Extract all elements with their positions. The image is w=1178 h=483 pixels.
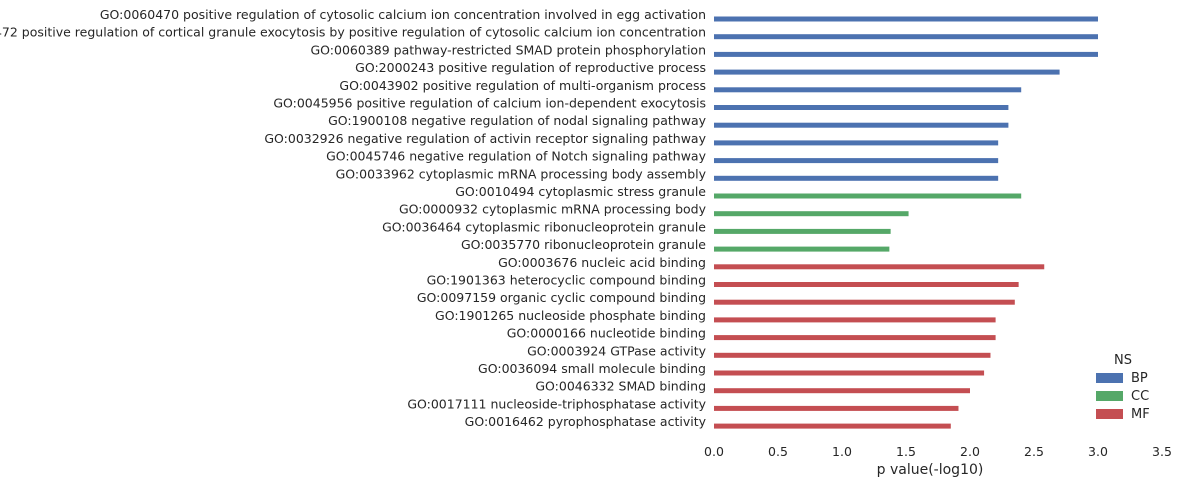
bar-cc xyxy=(714,193,1022,199)
legend-swatch-bp xyxy=(1096,373,1123,383)
bar-bp xyxy=(714,69,1060,75)
bar-mf xyxy=(714,370,985,376)
bar-cc xyxy=(714,211,909,217)
bar-bp xyxy=(714,122,1009,128)
bar-mf xyxy=(714,317,996,323)
bar-mf xyxy=(714,282,1019,287)
category-label: GO:0003924 GTPase activity xyxy=(527,343,707,358)
category-label: GO:1900108 negative regulation of nodal … xyxy=(328,113,706,128)
x-tick-label: 3.5 xyxy=(1152,444,1172,459)
category-label: GO:0060389 pathway-restricted SMAD prote… xyxy=(310,42,706,57)
category-label: GO:1901363 heterocyclic compound binding xyxy=(427,273,706,288)
legend: NS BP CC MF xyxy=(1096,353,1150,422)
x-axis-ticks: 0.0 0.5 1.0 1.5 2.0 2.5 3.0 3.5 xyxy=(704,444,1172,459)
bar-bp xyxy=(714,105,1009,110)
category-label: GO:0003676 nucleic acid binding xyxy=(498,255,706,270)
bar-bp xyxy=(714,87,1022,93)
category-label: GO:0000932 cytoplasmic mRNA processing b… xyxy=(399,202,707,217)
legend-swatch-mf xyxy=(1096,409,1123,419)
bar-mf xyxy=(714,388,970,394)
x-tick-label: 0.5 xyxy=(768,444,788,459)
bar-mf xyxy=(714,423,951,429)
bar-mf xyxy=(714,335,996,341)
bar-mf xyxy=(714,405,959,411)
bar-bp xyxy=(714,175,999,181)
x-axis-title: p value(-log10) xyxy=(877,462,984,478)
x-tick-label: 3.0 xyxy=(1088,444,1108,459)
legend-label-cc: CC xyxy=(1131,389,1149,404)
bar-mf xyxy=(714,299,1015,305)
category-label: GO:0016462 pyrophosphatase activity xyxy=(465,414,707,429)
legend-label-mf: MF xyxy=(1131,407,1150,422)
bars-layer xyxy=(714,16,1098,429)
category-label: GO:0045746 negative regulation of Notch … xyxy=(326,149,707,164)
x-tick-label: 2.5 xyxy=(1024,444,1044,459)
bar-bp xyxy=(714,34,1098,40)
category-label: GO:2000243 positive regulation of reprod… xyxy=(355,60,706,75)
x-tick-label: 1.5 xyxy=(896,444,916,459)
category-label: GO:0036094 small molecule binding xyxy=(478,361,706,376)
category-label: GO:0033962 cytoplasmic mRNA processing b… xyxy=(336,166,707,181)
category-label: GO:0043902 positive regulation of multi-… xyxy=(339,78,706,93)
legend-swatch-cc xyxy=(1096,391,1123,401)
category-label: GO:0045956 positive regulation of calciu… xyxy=(273,96,706,111)
category-label: GO:1901265 nucleoside phosphate binding xyxy=(435,308,706,323)
bar-cc xyxy=(714,228,891,234)
bar-bp xyxy=(714,16,1098,22)
bar-cc xyxy=(714,246,890,252)
category-label: GO:0010494 cytoplasmic stress granule xyxy=(455,184,706,199)
legend-title: NS xyxy=(1114,353,1132,368)
category-labels: GO:0060470 positive regulation of cytoso… xyxy=(0,7,707,429)
category-label: GO:0032926 negative regulation of activi… xyxy=(264,131,706,146)
category-label: GO:0036464 cytoplasmic ribonucleoprotein… xyxy=(382,219,706,234)
bar-mf xyxy=(714,352,991,358)
category-label: GO:0046332 SMAD binding xyxy=(535,379,706,394)
category-label: GO:0060470 positive regulation of cytoso… xyxy=(100,7,706,22)
bar-bp xyxy=(714,140,999,146)
category-label: GO:0060472 positive regulation of cortic… xyxy=(0,25,706,40)
bar-bp xyxy=(714,158,999,164)
legend-label-bp: BP xyxy=(1131,371,1148,386)
category-label: GO:0000166 nucleotide binding xyxy=(507,326,706,341)
x-tick-label: 1.0 xyxy=(832,444,852,459)
x-tick-label: 0.0 xyxy=(704,444,724,459)
bar-bp xyxy=(714,51,1098,57)
category-label: GO:0097159 organic cyclic compound bindi… xyxy=(417,290,706,305)
category-label: GO:0035770 ribonucleoprotein granule xyxy=(461,237,706,252)
category-label: GO:0017111 nucleoside-triphosphatase act… xyxy=(407,396,706,411)
x-tick-label: 2.0 xyxy=(960,444,980,459)
bar-mf xyxy=(714,264,1045,270)
